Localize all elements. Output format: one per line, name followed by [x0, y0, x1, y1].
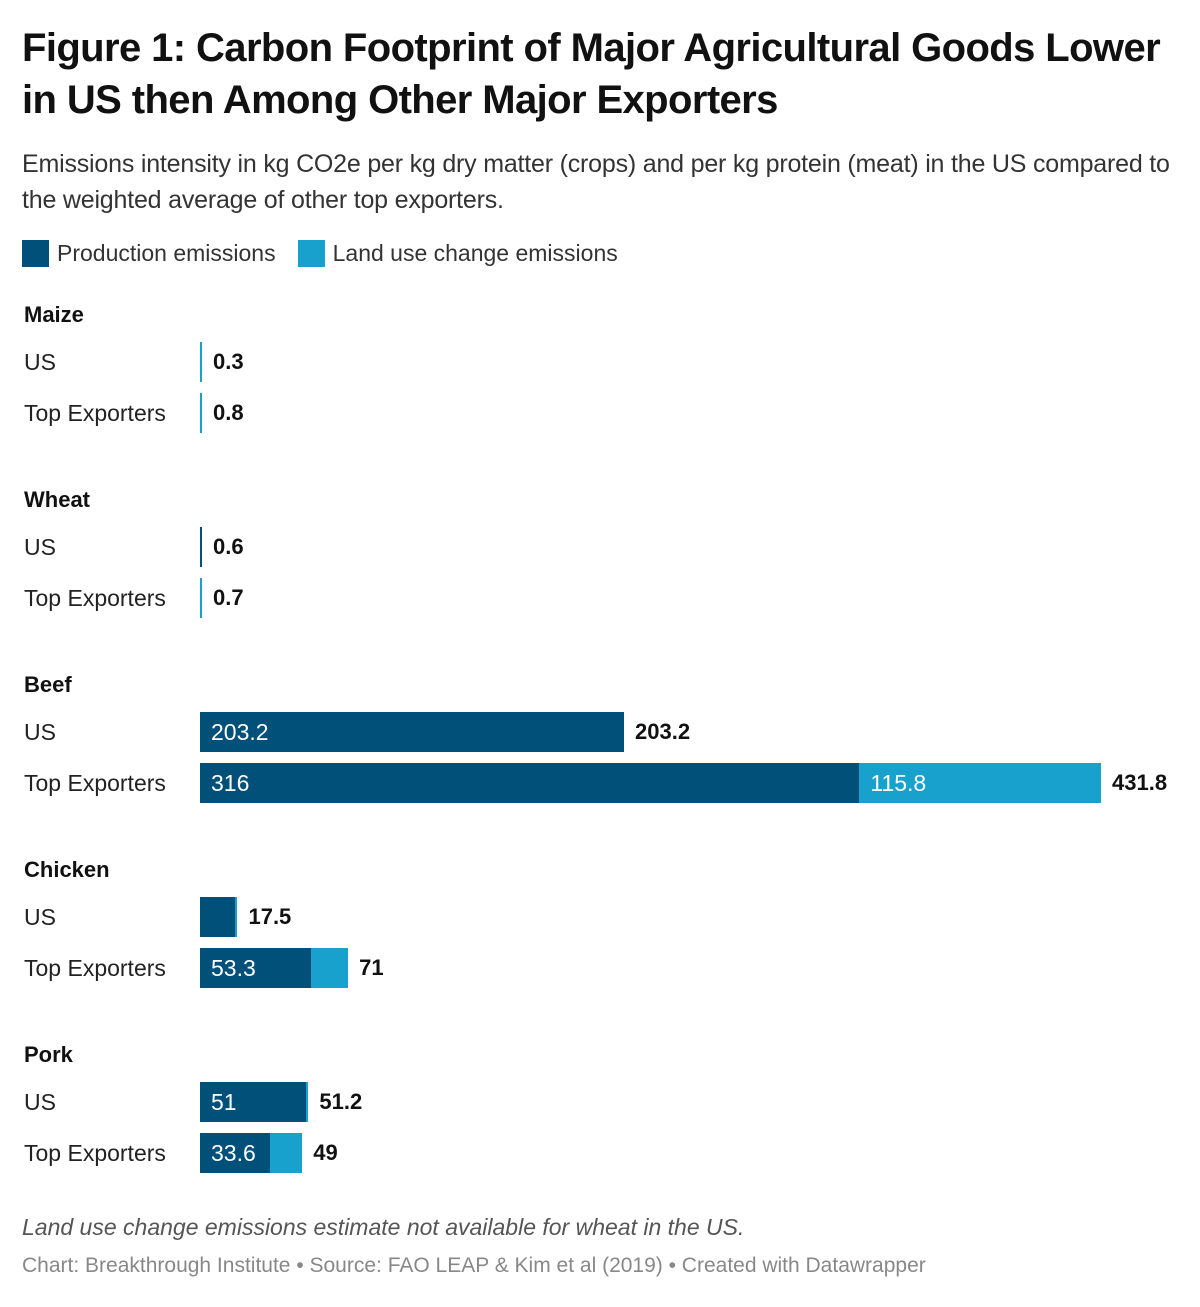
legend-item-production: Production emissions — [22, 240, 276, 267]
bar-beef-top-exporters-production — [200, 763, 860, 803]
total-label-wheat-top-exporters: 0.7 — [213, 585, 244, 610]
legend: Production emissions Land use change emi… — [22, 240, 640, 267]
segment-label-pork-top-exporters-production: 33.6 — [211, 1140, 256, 1166]
bar-pork-top-exporters-land-use — [270, 1133, 303, 1173]
chart-note: Land use change emissions estimate not a… — [22, 1214, 745, 1240]
row-label-beef-top-exporters: Top Exporters — [24, 770, 166, 796]
chart-subtitle: Emissions intensity in kg CO2e per kg dr… — [22, 150, 1170, 214]
segment-label-beef-us-production: 203.2 — [211, 719, 269, 745]
row-label-pork-us: US — [24, 1089, 56, 1115]
total-label-wheat-us: 0.6 — [213, 534, 244, 559]
row-label-chicken-top-exporters: Top Exporters — [24, 955, 166, 981]
bar-chicken-us-production — [200, 897, 236, 937]
bar-beef-us-production — [200, 712, 624, 752]
group-title-pork: Pork — [24, 1042, 73, 1067]
row-label-maize-top-exporters: Top Exporters — [24, 400, 166, 426]
bar-beef-top-exporters-land-use — [859, 763, 1101, 803]
total-label-chicken-top-exporters: 71 — [359, 955, 384, 980]
chart-title: Figure 1: Carbon Footprint of Major Agri… — [22, 26, 1161, 122]
legend-swatch-land-use — [297, 240, 325, 267]
total-label-pork-us: 51.2 — [319, 1089, 363, 1114]
total-label-maize-top-exporters: 0.8 — [213, 400, 244, 425]
bar-chicken-us-land-use — [235, 897, 238, 937]
bar-maize-top-exporters-land-use — [200, 393, 202, 433]
legend-swatch-production — [22, 240, 49, 267]
bar-wheat-us-production — [200, 527, 202, 567]
total-label-beef-us: 203.2 — [635, 719, 691, 744]
segment-label-pork-us-production: 51 — [211, 1089, 237, 1115]
row-label-chicken-us: US — [24, 904, 56, 930]
chart-source: Chart: Breakthrough Institute • Source: … — [22, 1254, 926, 1277]
total-label-beef-top-exporters: 431.8 — [1112, 770, 1168, 795]
segment-label-beef-top-exporters-production: 316 — [211, 770, 250, 796]
segment-label-chicken-top-exporters-production: 53.3 — [211, 955, 256, 981]
row-label-pork-top-exporters: Top Exporters — [24, 1140, 166, 1166]
bar-pork-us-land-use — [306, 1082, 309, 1122]
bar-wheat-top-exporters-land-use — [200, 578, 202, 618]
bar-chicken-top-exporters-production — [200, 948, 312, 988]
group-title-maize: Maize — [24, 302, 84, 327]
row-label-beef-us: US — [24, 719, 56, 745]
row-label-wheat-us: US — [24, 534, 56, 560]
row-label-maize-us: US — [24, 349, 56, 375]
group-title-chicken: Chicken — [24, 857, 110, 882]
legend-label-production: Production emissions — [57, 240, 276, 266]
total-label-chicken-us: 17.5 — [248, 904, 292, 929]
bar-maize-us-land-use — [200, 342, 202, 382]
segment-label-beef-top-exporters-land-use: 115.8 — [870, 770, 927, 796]
total-label-maize-us: 0.3 — [213, 349, 244, 374]
legend-item-land-use: Land use change emissions — [297, 240, 618, 267]
bar-chicken-top-exporters-land-use — [311, 948, 349, 988]
group-title-wheat: Wheat — [24, 487, 90, 512]
bar-pork-us-production — [200, 1082, 307, 1122]
row-label-wheat-top-exporters: Top Exporters — [24, 585, 166, 611]
legend-label-land-use: Land use change emissions — [332, 240, 618, 266]
group-title-beef: Beef — [24, 672, 72, 697]
total-label-pork-top-exporters: 49 — [313, 1140, 338, 1165]
bar-pork-top-exporters-production — [200, 1133, 271, 1173]
